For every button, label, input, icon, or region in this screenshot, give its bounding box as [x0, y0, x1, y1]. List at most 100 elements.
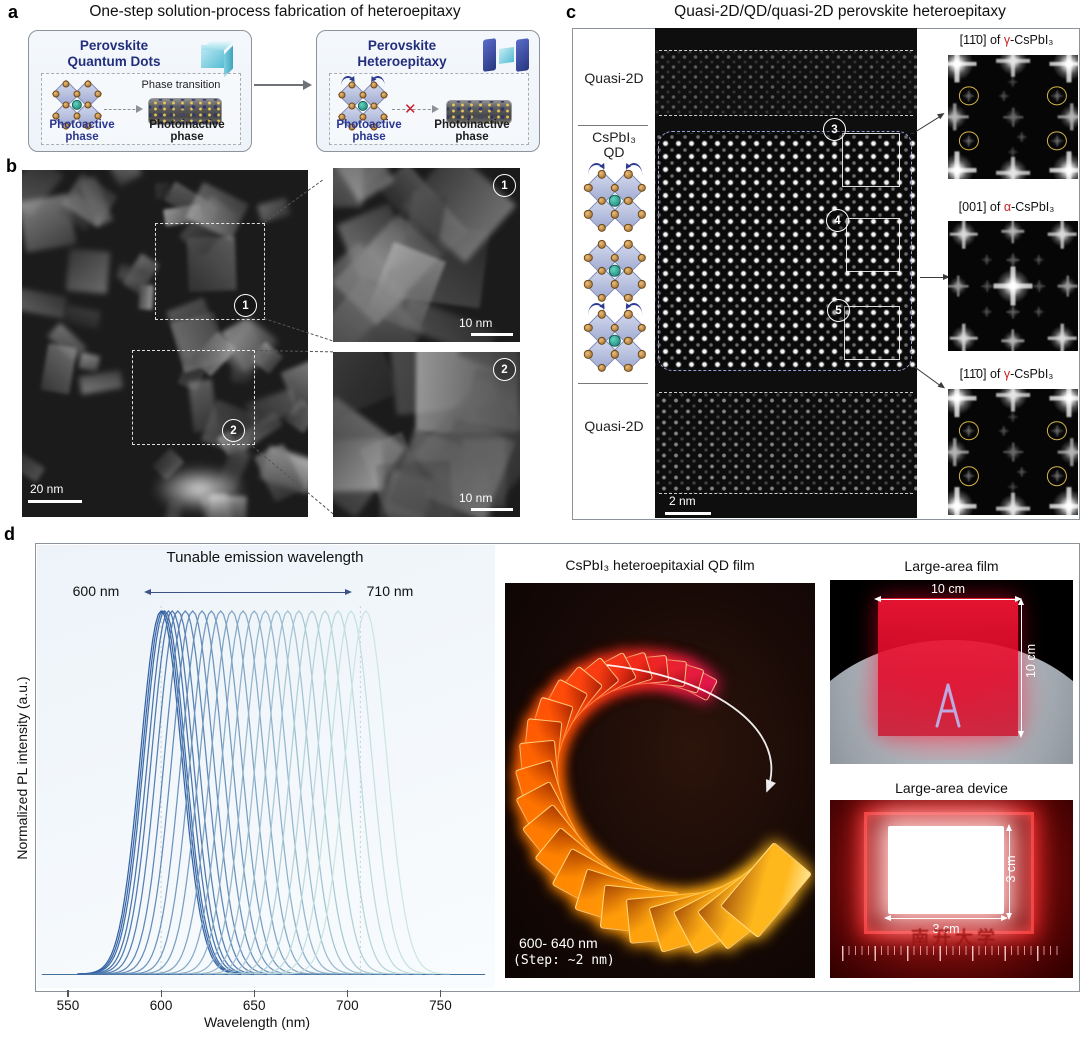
nanocrystal [333, 168, 390, 209]
fft-spot [1033, 254, 1045, 266]
circled-superlattice-spot [958, 86, 979, 106]
nanocrystal [121, 252, 160, 295]
photoinactive-slab-icon [446, 100, 512, 124]
halide-atom-icon [610, 350, 620, 359]
nanocrystal [220, 317, 270, 373]
nanocrystal [22, 193, 77, 253]
roi-marker-4: 4 [826, 209, 849, 232]
fft-roi-box-4 [846, 218, 900, 272]
nanocrystal [333, 396, 407, 517]
nanocrystal [411, 380, 520, 517]
halide-atom-icon [624, 336, 633, 346]
cesium-atom-icon [608, 264, 622, 278]
halide-atom-icon [84, 122, 92, 130]
pl-spectra-chart [41, 606, 486, 976]
nanocrystal [200, 399, 259, 457]
halide-atom-icon [624, 293, 633, 302]
heteroepitaxy-scheme-box: Perovskite Heteroepitaxy ✕ Photoactive ph… [316, 30, 540, 152]
halide-atom-icon [624, 196, 633, 206]
large-device-photo: 3 cm 3 cm 南开大学 [830, 800, 1073, 978]
halide-atom-icon [597, 363, 606, 372]
nanocrystal [162, 204, 204, 227]
photoinactive-phase-label: Photoinactive phase [149, 119, 225, 143]
fft-spot [948, 389, 977, 417]
fft-spot [948, 55, 977, 83]
octahedral-tilt-arrow-icon [341, 76, 356, 86]
fft-pattern-gamma-1 [948, 55, 1078, 179]
pl-curve [88, 610, 257, 975]
halide-atom-icon [610, 280, 620, 289]
qd-box-title: Perovskite Quantum Dots [35, 38, 193, 70]
scale-bar-label: 10 nm [459, 316, 493, 330]
blocked-x-icon: ✕ [404, 101, 417, 118]
circled-superlattice-spot [958, 130, 979, 151]
process-arrow-icon [254, 80, 312, 91]
fft-spot [981, 306, 993, 318]
fft-spot [1007, 411, 1019, 422]
circled-superlattice-spot [1047, 130, 1068, 151]
fft-spot [996, 55, 1030, 78]
pl-curve [127, 610, 296, 975]
nanocrystal [462, 439, 506, 510]
fft-spot [1006, 253, 1020, 267]
halide-atom-icon [584, 280, 593, 289]
panel-c-title: Quasi-2D/QD/quasi-2D perovskite heteroep… [674, 3, 1006, 20]
circled-superlattice-spot [1047, 466, 1068, 486]
nanocrystal [109, 170, 143, 187]
x-axis-tick [160, 990, 162, 997]
pl-curve [203, 610, 372, 975]
qd-box-title-line2: Quantum Dots [67, 54, 161, 69]
pl-curve [192, 610, 361, 975]
blocked-transition-arrow-icon [392, 105, 439, 114]
bright-patch [152, 465, 247, 513]
nanocrystal [388, 219, 490, 309]
nanocrystal [359, 431, 437, 517]
x-axis-tick [439, 990, 442, 997]
scale-bar-label: 20 nm [30, 482, 64, 496]
fft-spot [1016, 467, 1028, 478]
hetero-box-title: Perovskite Heteroepitaxy [323, 38, 481, 70]
nanocrystal [66, 248, 111, 294]
scale-bar [471, 508, 513, 511]
inset-1-marker: 1 [493, 174, 516, 197]
nanocrystal [219, 317, 279, 379]
nanocrystal [154, 182, 172, 201]
halide-atom-icon [62, 80, 70, 88]
nanocrystal [333, 168, 364, 207]
halide-atom-icon [348, 123, 356, 131]
haadf-stem-inset-2-image: 2 10 nm [333, 352, 520, 517]
nanocrystal [231, 358, 251, 383]
scale-bar [471, 333, 513, 336]
fft-spot [981, 254, 993, 266]
halide-atom-icon [637, 350, 646, 359]
qd-inner-scheme: Phase transition Photoactive phase Photoi… [41, 73, 241, 145]
device-height-label: 3 cm [1004, 855, 1018, 883]
nanocrystal [214, 444, 252, 495]
fft-spot [1049, 55, 1078, 83]
film-height-arrow-icon [1017, 598, 1024, 738]
fft-spot [1048, 323, 1077, 351]
nanocrystal [466, 368, 520, 435]
nanocrystal [163, 181, 220, 227]
wavelength-range-arrow-icon [144, 588, 352, 595]
qd-film-photo-title: CsPbI₃ heteroepitaxial QD film [565, 557, 755, 573]
halide-atom-icon [597, 240, 606, 249]
nanocrystal [375, 460, 456, 517]
heteroepitaxy-icon [483, 37, 531, 73]
range-label-left: 600 nm [72, 583, 120, 599]
fft-spot [998, 90, 1010, 101]
layer-label-qd: QD [603, 144, 625, 160]
fft-spot [948, 103, 969, 131]
halide-atom-icon [624, 363, 633, 372]
nanocrystal [365, 240, 446, 333]
halide-atom-icon [370, 123, 378, 131]
y-axis-label: Normalized PL intensity (a.u.) [14, 676, 30, 860]
nanocrystal [22, 447, 47, 483]
halide-atom-icon [637, 210, 646, 219]
fft-spot [993, 266, 1033, 306]
pl-curve [108, 610, 277, 975]
nanocrystal [333, 214, 442, 325]
pl-curve [282, 610, 450, 975]
halide-atom-icon [73, 90, 81, 98]
hetero-box-title-line1: Perovskite [367, 38, 437, 53]
